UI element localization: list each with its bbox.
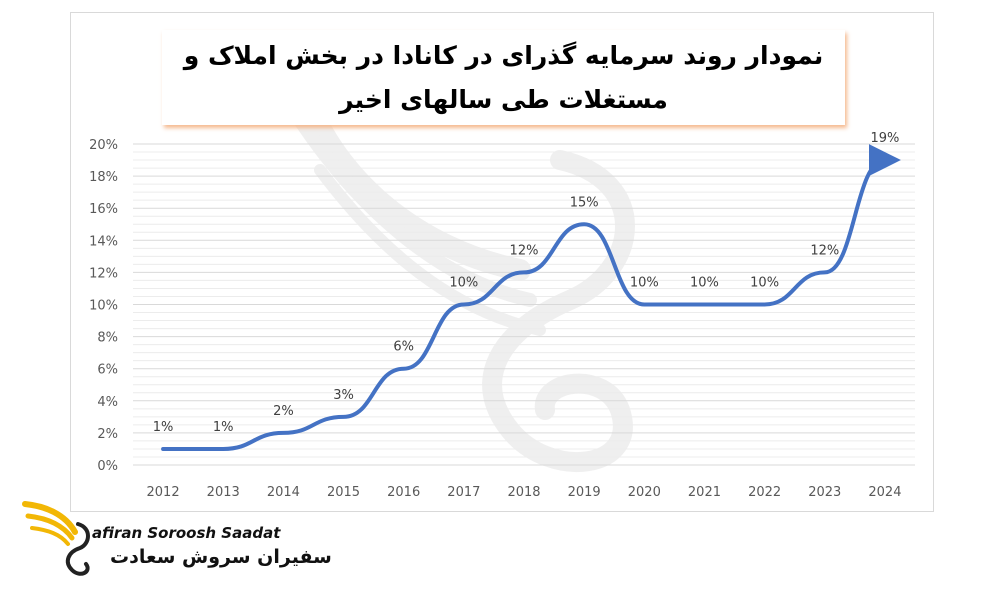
x-tick-label: 2015 (327, 485, 360, 500)
x-tick-label: 2016 (387, 485, 420, 500)
x-tick-label: 2019 (568, 485, 601, 500)
brand-logo: afiran Soroosh Saadat سفیران سروش سعادت (20, 494, 332, 584)
data-label: 6% (393, 340, 414, 355)
y-tick-label: 14% (89, 234, 118, 249)
y-tick-label: 10% (89, 299, 118, 314)
x-tick-label: 2022 (748, 485, 781, 500)
data-label: 2% (273, 404, 294, 419)
y-tick-label: 8% (97, 331, 118, 346)
x-tick-label: 2023 (808, 485, 841, 500)
data-label: 12% (510, 243, 539, 258)
data-label: 1% (213, 420, 234, 435)
data-label: 10% (630, 276, 659, 291)
x-tick-label: 2013 (207, 485, 240, 500)
brand-name-persian: سفیران سروش سعادت (110, 546, 332, 568)
data-label: 10% (750, 276, 779, 291)
x-tick-label: 2017 (447, 485, 480, 500)
brand-name-latin: afiran Soroosh Saadat (92, 524, 281, 542)
x-tick-label: 2024 (868, 485, 901, 500)
data-label: 15% (570, 195, 599, 210)
data-label: 19% (870, 131, 899, 146)
data-label: 12% (810, 243, 839, 258)
data-label: 1% (153, 420, 174, 435)
y-tick-label: 6% (97, 363, 118, 378)
gold-wing-logo-icon (22, 501, 90, 576)
data-label: 3% (333, 388, 354, 403)
x-tick-label: 2014 (267, 485, 300, 500)
x-tick-label: 2021 (688, 485, 721, 500)
y-tick-label: 18% (89, 170, 118, 185)
data-label: 10% (449, 276, 478, 291)
winged-s-logo-watermark (289, 69, 635, 472)
x-tick-label: 2018 (507, 485, 540, 500)
y-tick-label: 20% (89, 138, 118, 153)
data-label: 10% (690, 276, 719, 291)
y-tick-label: 4% (97, 395, 118, 410)
y-tick-label: 12% (89, 266, 118, 281)
y-tick-label: 2% (97, 427, 118, 442)
y-tick-label: 16% (89, 202, 118, 217)
y-tick-label: 0% (97, 459, 118, 474)
x-tick-label: 2012 (147, 485, 180, 500)
x-tick-label: 2020 (628, 485, 661, 500)
chart-title: نمودار روند سرمایه گذرای در کانادا در بخ… (162, 30, 845, 125)
series-line (161, 144, 901, 451)
